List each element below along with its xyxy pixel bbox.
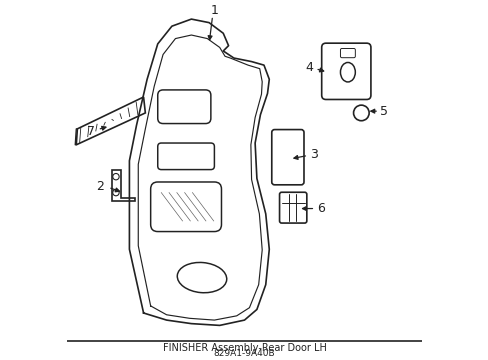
Text: 4: 4 bbox=[305, 61, 312, 74]
Text: 6: 6 bbox=[316, 202, 324, 215]
Text: 7: 7 bbox=[87, 125, 95, 138]
Text: 5: 5 bbox=[380, 105, 387, 118]
Text: 829A1-9A40B: 829A1-9A40B bbox=[213, 349, 275, 358]
Text: 1: 1 bbox=[210, 4, 218, 17]
Text: FINISHER Assembly-Rear Door LH: FINISHER Assembly-Rear Door LH bbox=[162, 343, 326, 354]
Text: 3: 3 bbox=[309, 148, 317, 161]
Text: 2: 2 bbox=[96, 180, 104, 193]
